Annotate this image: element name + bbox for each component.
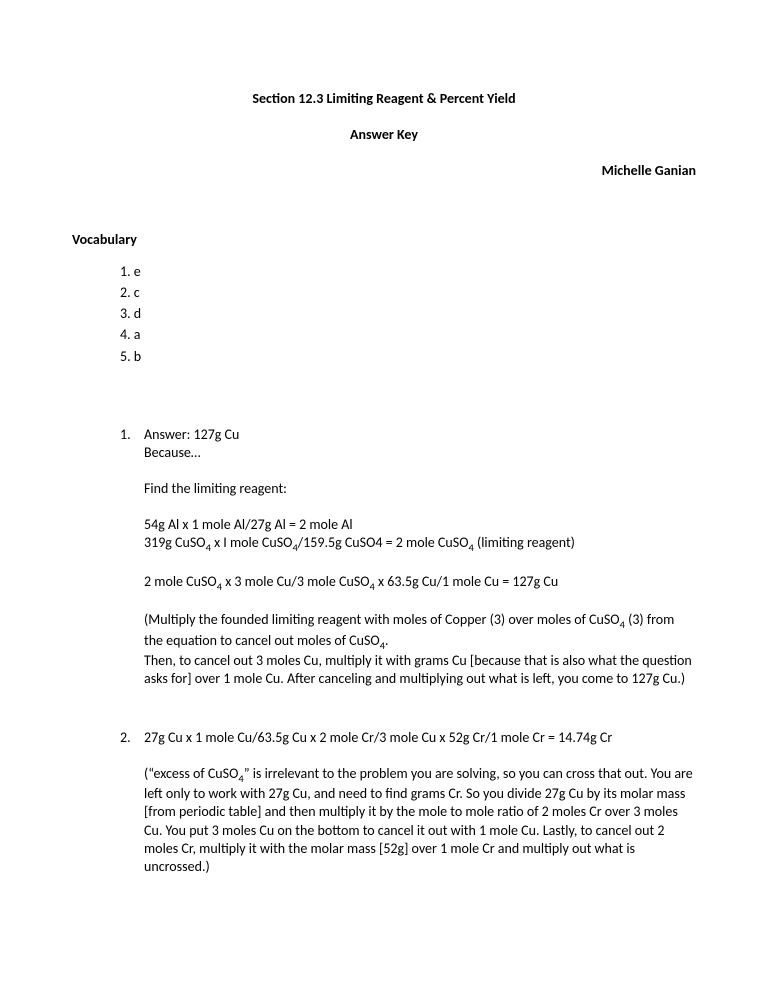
answer-item: 2.27g Cu x 1 mole Cu/63.5g Cu x 2 mole C… bbox=[144, 729, 696, 877]
answer-line: 54g Al x 1 mole Al/27g Al = 2 mole Al bbox=[144, 516, 696, 534]
answer-line: 2 mole CuSO4 x 3 mole Cu/3 mole CuSO4 x … bbox=[144, 573, 696, 593]
answer-line: 27g Cu x 1 mole Cu/63.5g Cu x 2 mole Cr/… bbox=[144, 729, 696, 747]
answer-number: 1. bbox=[120, 426, 131, 444]
vocab-item: 3. d bbox=[120, 305, 696, 323]
answer-number: 2. bbox=[120, 729, 131, 747]
answer-line: (“excess of CuSO4” is irrelevant to the … bbox=[144, 765, 696, 876]
answer-line: (Multiply the founded limiting reagent w… bbox=[144, 611, 696, 652]
answers-section: 1. Answer: 127g CuBecause… Find the limiti… bbox=[72, 426, 696, 876]
answer-body: Answer: 127g CuBecause… Find the limiting… bbox=[144, 426, 696, 689]
vocab-item: 5. b bbox=[120, 348, 696, 366]
vocabulary-heading: Vocabulary bbox=[72, 231, 696, 249]
author-name: Michelle Ganian bbox=[72, 162, 696, 180]
vocab-item: 2. c bbox=[120, 284, 696, 302]
answer-line: Then, to cancel out 3 moles Cu, multiply… bbox=[144, 652, 696, 688]
answer-item: 1.Answer: 127g CuBecause…Find the limiti… bbox=[144, 426, 696, 689]
document-subtitle: Answer Key bbox=[72, 126, 696, 144]
answer-line: Because… bbox=[144, 444, 696, 462]
answer-line: Answer: 127g Cu bbox=[144, 426, 696, 444]
document-title: Section 12.3 Limiting Reagent & Percent … bbox=[72, 90, 696, 108]
vocab-item: 4. a bbox=[120, 326, 696, 344]
vocab-item: 1. e bbox=[120, 263, 696, 281]
vocabulary-list: 1. e 2. c 3. d 4. a 5. b bbox=[72, 263, 696, 366]
answer-line: 319g CuSO4 x I mole CuSO4/159.5g CuSO4 =… bbox=[144, 534, 696, 554]
answer-line: Find the limiting reagent: bbox=[144, 480, 696, 498]
answer-body: 27g Cu x 1 mole Cu/63.5g Cu x 2 mole Cr/… bbox=[144, 729, 696, 877]
